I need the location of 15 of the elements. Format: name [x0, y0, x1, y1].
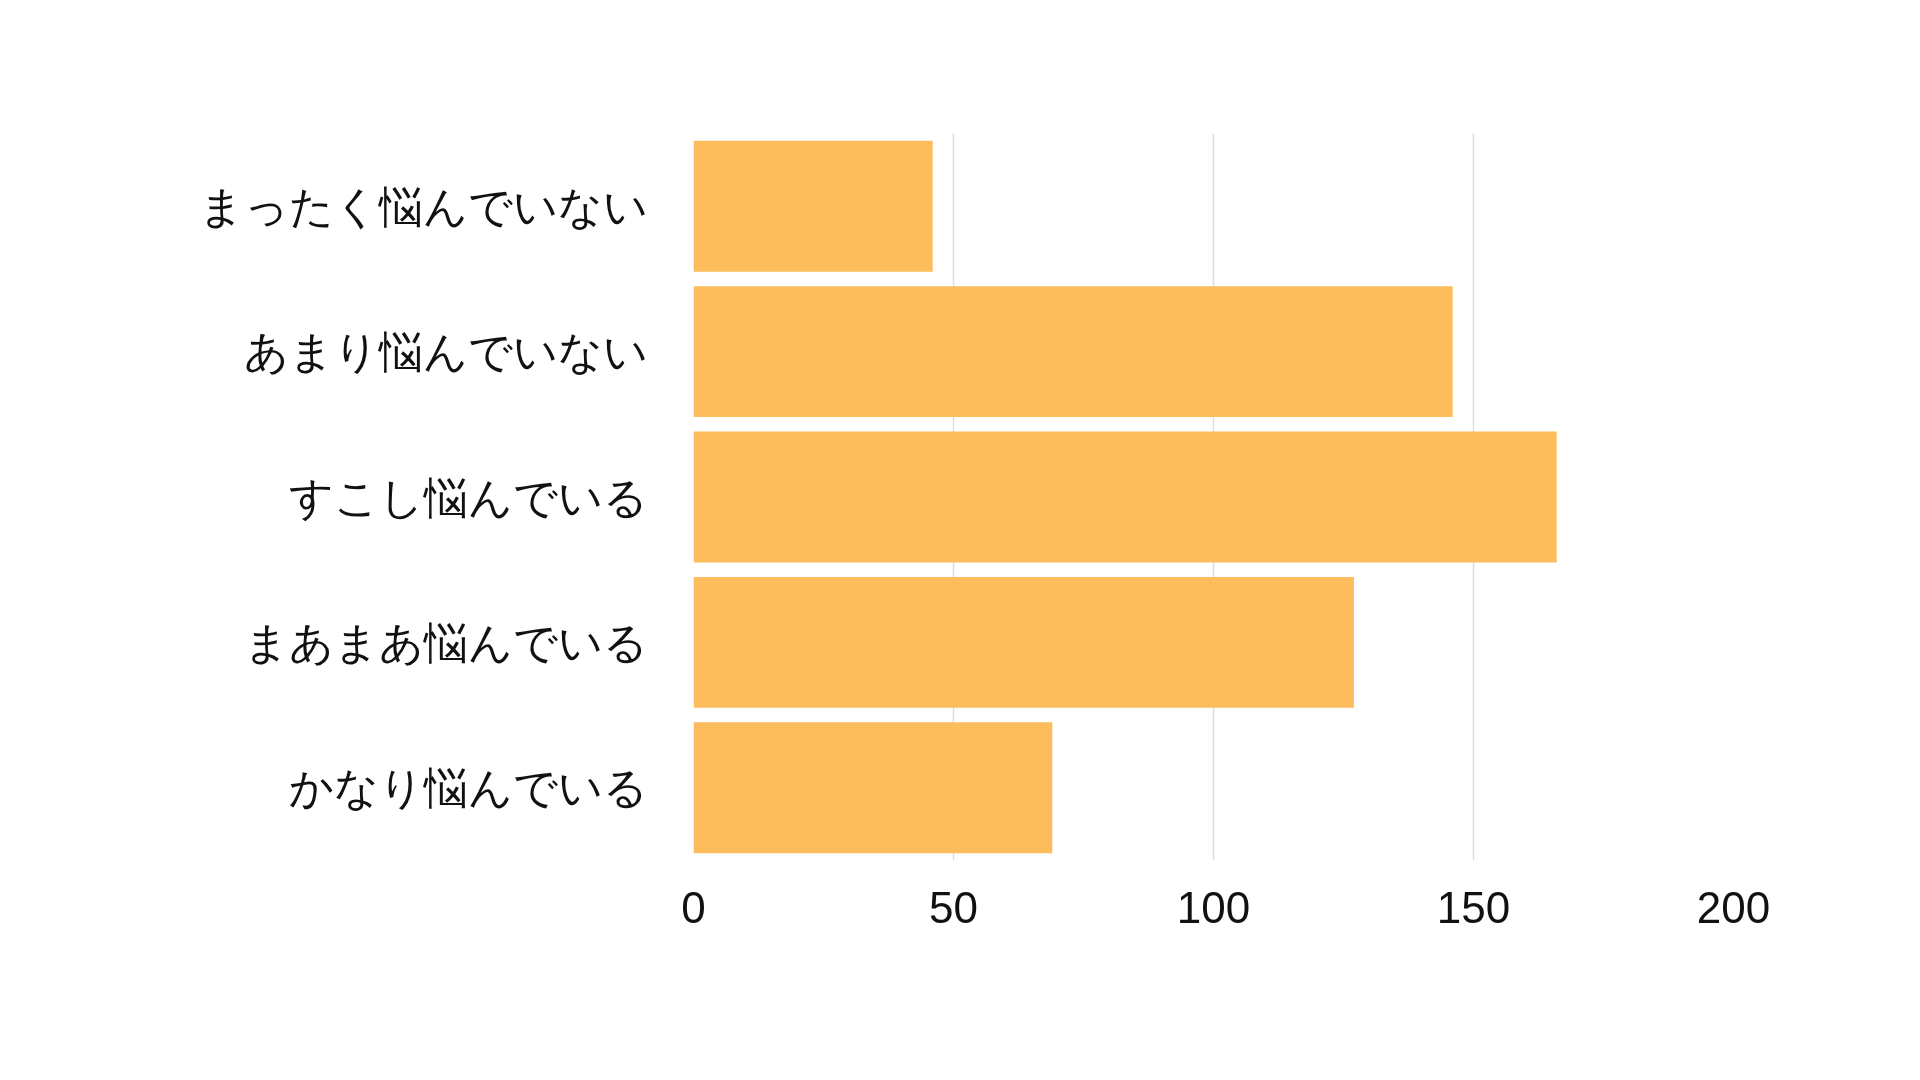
- x-tick-label: 200: [1696, 882, 1771, 932]
- y-tick-label: まったく悩んでいない: [198, 181, 648, 231]
- y-tick-label: まあまあ悩んでいる: [243, 617, 648, 667]
- bar: [693, 722, 1053, 854]
- x-tick-label: 100: [1176, 882, 1251, 932]
- x-tick-label: 0: [681, 882, 706, 932]
- bar: [693, 286, 1453, 418]
- bar: [693, 431, 1557, 563]
- bar: [693, 576, 1354, 708]
- bar: [693, 140, 933, 272]
- y-tick-label: かなり悩んでいる: [288, 763, 648, 813]
- x-tick-label: 150: [1436, 882, 1511, 932]
- x-tick-label: 50: [929, 882, 978, 932]
- y-tick-label: すこし悩んでいる: [288, 472, 648, 522]
- y-tick-label: あまり悩んでいない: [243, 327, 648, 377]
